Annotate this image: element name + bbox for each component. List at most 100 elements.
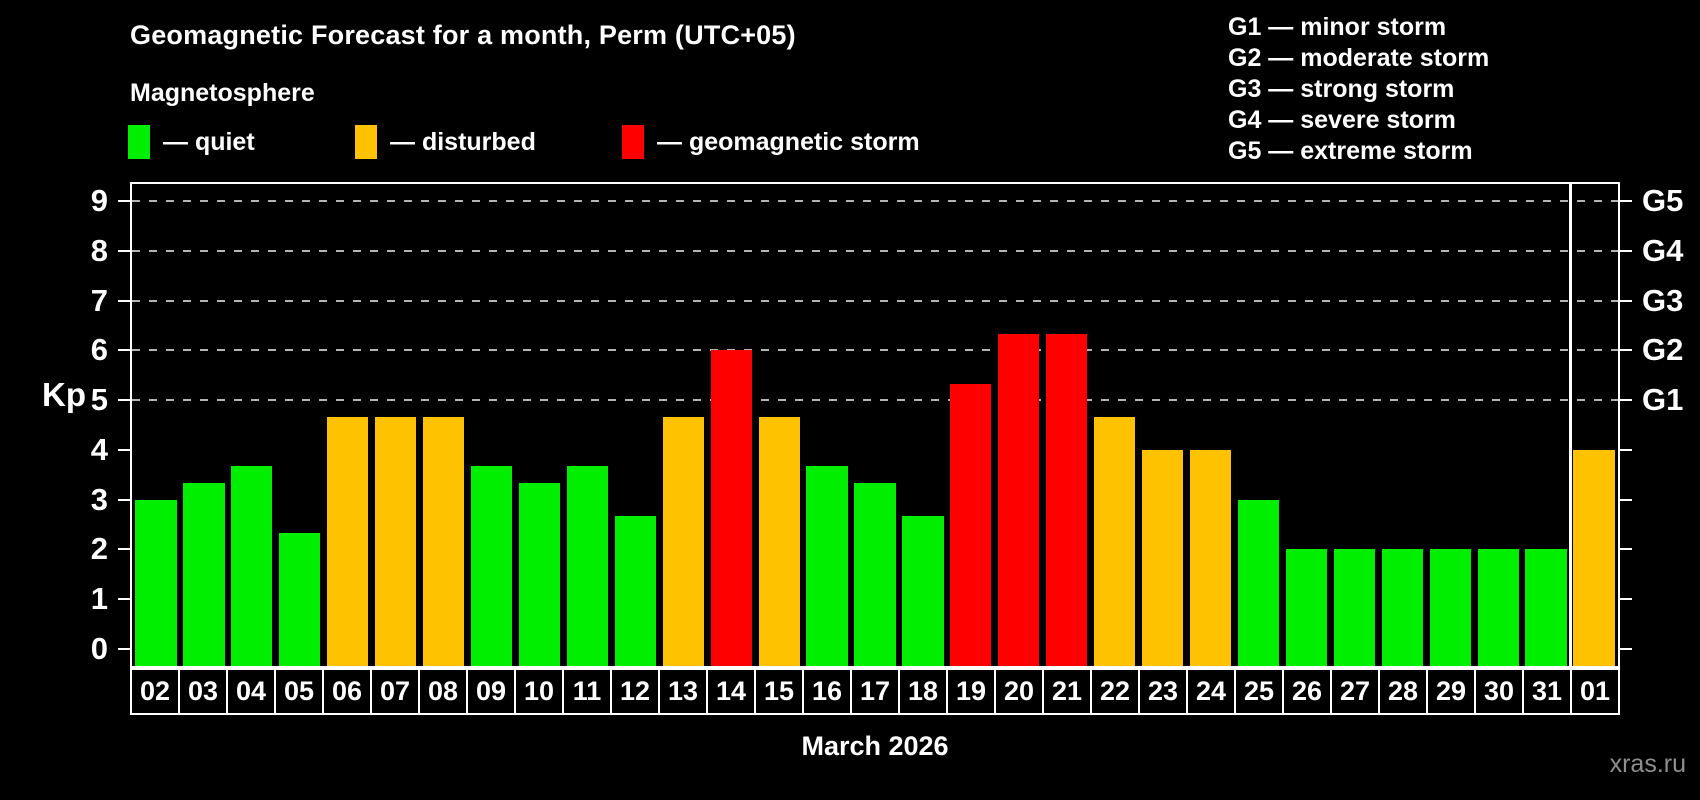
- day-label-13: 13: [658, 668, 708, 715]
- kp-bar-day-01: [1573, 449, 1615, 666]
- x-axis-title-month: March 2026: [801, 731, 949, 761]
- left-tick-kp-1: [118, 597, 130, 600]
- left-tick-kp-2: [118, 548, 130, 551]
- storm-color-swatch: [622, 125, 644, 159]
- gridline-kp-9: [132, 200, 1618, 203]
- g2-legend-line: G2 — moderate storm: [1228, 44, 1490, 72]
- g5-legend-line: G5 — extreme storm: [1228, 137, 1473, 165]
- right-tick-kp-6: [1620, 349, 1632, 352]
- kp-bar-day-21: [1046, 334, 1088, 666]
- day-label-30: 30: [1474, 668, 1524, 715]
- day-label-17: 17: [850, 668, 900, 715]
- left-tick-label-kp-1: 1: [90, 580, 108, 616]
- kp-bar-day-30: [1477, 549, 1519, 666]
- kp-bar-day-03: [183, 483, 225, 666]
- left-tick-label-kp-8: 8: [90, 233, 108, 269]
- right-axis-label-g4: G4: [1642, 233, 1684, 269]
- day-label-02: 02: [130, 668, 180, 715]
- right-tick-kp-9: [1620, 200, 1632, 203]
- month-separator-line: [1568, 184, 1572, 666]
- left-tick-kp-9: [118, 200, 130, 203]
- right-axis-label-g2: G2: [1642, 332, 1684, 368]
- kp-bar-day-18: [902, 515, 944, 666]
- g4-legend-line: G4 — severe storm: [1228, 106, 1456, 134]
- kp-bar-day-10: [518, 483, 561, 666]
- day-label-27: 27: [1330, 668, 1380, 715]
- legend-item-quiet: — quiet: [128, 122, 255, 162]
- day-label-08: 08: [418, 668, 468, 715]
- y-axis-right-g-scale: G1 G2 G3 G4 G5: [1620, 182, 1700, 668]
- kp-bar-day-31: [1525, 549, 1567, 666]
- legend-label-quiet: — quiet: [163, 127, 255, 156]
- right-axis-label-g1: G1: [1642, 382, 1684, 418]
- right-tick-kp-8: [1620, 250, 1632, 253]
- kp-bar-day-27: [1333, 549, 1375, 666]
- left-tick-label-kp-7: 7: [90, 282, 108, 318]
- day-label-03: 03: [178, 668, 228, 715]
- left-tick-label-kp-4: 4: [90, 431, 108, 467]
- legend-label-storm: — geomagnetic storm: [657, 127, 920, 156]
- day-label-21: 21: [1042, 668, 1092, 715]
- left-tick-label-kp-2: 2: [90, 531, 108, 567]
- day-label-05: 05: [274, 668, 324, 715]
- kp-bar-day-06: [327, 416, 369, 666]
- kp-bar-day-20: [998, 334, 1040, 666]
- right-tick-kp-7: [1620, 299, 1632, 302]
- kp-bar-day-09: [470, 466, 513, 666]
- day-label-06: 06: [322, 668, 372, 715]
- left-tick-label-kp-0: 0: [90, 630, 108, 666]
- g3-legend-line: G3 — strong storm: [1228, 75, 1455, 103]
- kp-bar-day-11: [566, 466, 608, 666]
- left-tick-kp-3: [118, 498, 130, 501]
- kp-bar-day-05: [279, 532, 321, 666]
- day-label-12: 12: [610, 668, 660, 715]
- watermark-xras: xras.ru: [1609, 750, 1686, 778]
- day-label-18: 18: [898, 668, 948, 715]
- left-tick-label-kp-5: 5: [90, 382, 108, 418]
- day-label-07: 07: [370, 668, 420, 715]
- g1-legend-line: G1 — minor storm: [1228, 13, 1447, 41]
- plot-area: [130, 182, 1620, 668]
- day-label-26: 26: [1282, 668, 1332, 715]
- day-label-28: 28: [1378, 668, 1428, 715]
- day-label-29: 29: [1426, 668, 1476, 715]
- day-label-15: 15: [754, 668, 804, 715]
- kp-bar-day-25: [1237, 499, 1280, 666]
- disturbed-color-swatch: [355, 125, 377, 159]
- kp-bar-day-24: [1189, 449, 1232, 666]
- day-label-04: 04: [226, 668, 276, 715]
- kp-bar-day-12: [614, 515, 656, 666]
- day-label-25: 25: [1234, 668, 1284, 715]
- day-label-20: 20: [994, 668, 1044, 715]
- subtitle-magnetosphere: Magnetosphere: [130, 79, 315, 107]
- day-labels-row: 02 03 04 05 06 07 08 09 10 11 12 13 14 15 16 17 18 19 20 21…: [130, 668, 1620, 715]
- left-tick-label-kp-3: 3: [90, 481, 108, 517]
- kp-bar-day-13: [662, 416, 704, 666]
- kp-bar-day-28: [1381, 549, 1423, 666]
- left-tick-kp-5: [118, 399, 130, 402]
- right-axis-label-g3: G3: [1642, 282, 1684, 318]
- quiet-color-swatch: [128, 125, 150, 159]
- day-label-19: 19: [946, 668, 996, 715]
- gridline-kp-6: [132, 349, 1618, 352]
- right-tick-kp-3: [1620, 498, 1632, 501]
- left-tick-label-kp-9: 9: [90, 183, 108, 219]
- kp-bar-day-19: [950, 383, 992, 666]
- day-label-10: 10: [514, 668, 564, 715]
- day-label-01: 01: [1570, 668, 1620, 715]
- kp-bar-day-02: [135, 499, 177, 666]
- right-tick-kp-5: [1620, 399, 1632, 402]
- left-tick-kp-7: [118, 299, 130, 302]
- day-label-11: 11: [562, 668, 612, 715]
- kp-bar-day-07: [375, 416, 417, 666]
- day-label-16: 16: [802, 668, 852, 715]
- day-label-09: 09: [466, 668, 516, 715]
- page-title: Geomagnetic Forecast for a month, Perm (…: [130, 20, 796, 50]
- day-label-31: 31: [1522, 668, 1572, 715]
- right-tick-kp-0: [1620, 647, 1632, 650]
- day-label-23: 23: [1138, 668, 1188, 715]
- kp-bar-day-14: [710, 350, 752, 666]
- legend-label-disturbed: — disturbed: [390, 127, 536, 156]
- right-tick-kp-1: [1620, 597, 1632, 600]
